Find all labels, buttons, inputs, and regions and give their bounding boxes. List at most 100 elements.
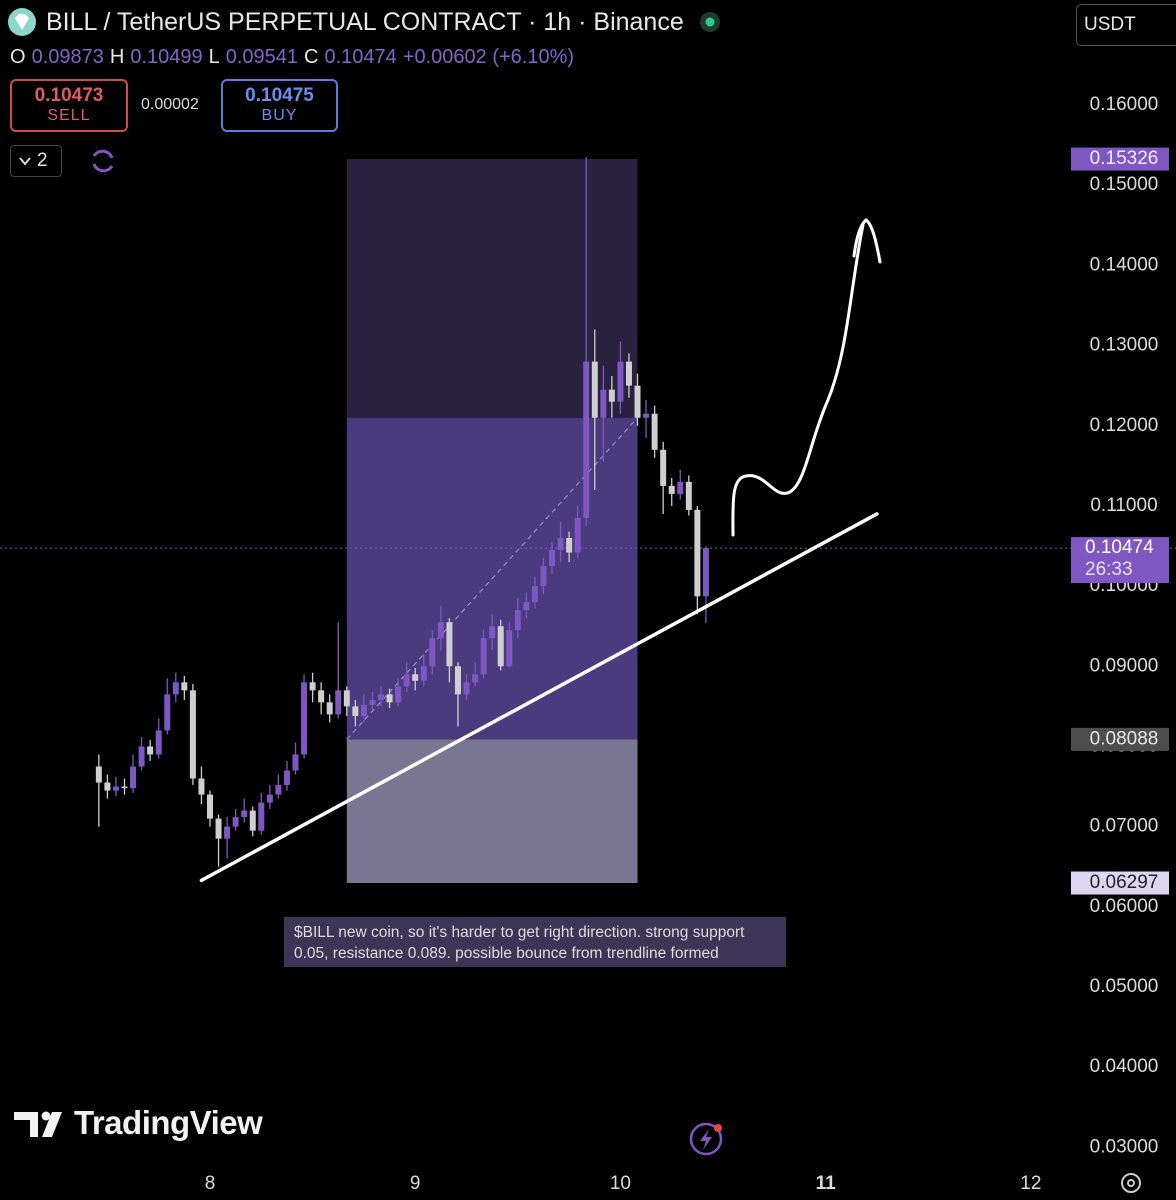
candle-body — [241, 810, 248, 818]
candle-body — [258, 802, 265, 831]
candle-body — [369, 699, 376, 705]
candle-body — [677, 481, 684, 494]
sell-label: SELL — [47, 107, 91, 124]
candle-body — [480, 638, 487, 675]
candle-body — [378, 694, 385, 700]
candle-body — [283, 770, 290, 785]
candle-body — [352, 706, 359, 716]
candle-body — [454, 666, 461, 695]
candle-body — [215, 818, 222, 839]
candle-body — [121, 786, 128, 789]
settings-button[interactable] — [1121, 1173, 1141, 1193]
sell-button[interactable]: 0.10473 SELL — [10, 79, 128, 132]
logo-mark-slash — [42, 1112, 62, 1137]
indicators-count: 2 — [37, 150, 48, 171]
candle-body — [138, 746, 145, 767]
candle-body — [634, 385, 641, 418]
candle-body — [318, 690, 325, 703]
candle-body — [164, 694, 171, 731]
annotation: $BILL new coin, so it's harder to get ri… — [284, 917, 786, 967]
trendline — [199, 512, 879, 883]
candle-body — [600, 389, 607, 418]
candle-body — [429, 638, 436, 667]
status-dot — [705, 17, 715, 27]
buy-button[interactable]: 0.10475 BUY — [221, 79, 338, 132]
countdown: 26:33 — [1085, 559, 1133, 580]
candle-body — [643, 413, 650, 418]
ohlc-label: C — [304, 46, 319, 68]
candle-body — [574, 517, 581, 553]
candle-body — [437, 622, 444, 639]
annotation-line: $BILL new coin, so it's harder to get ri… — [294, 924, 745, 941]
candle-body — [309, 682, 316, 691]
candle-body — [292, 754, 299, 771]
range-bottom-label: 0.06297 — [1090, 872, 1159, 893]
range-top-label-bg — [1071, 147, 1169, 171]
candle-body — [523, 602, 530, 611]
sync-icon[interactable] — [92, 149, 114, 173]
candle-body — [386, 694, 393, 703]
candle-body — [557, 538, 564, 551]
candle-body — [181, 682, 188, 691]
candle-body — [651, 413, 658, 450]
candle-body — [694, 509, 701, 597]
currency-selector[interactable]: USDT — [1076, 4, 1176, 46]
notification-dot — [714, 1124, 722, 1132]
y-tick-label: 0.11000 — [1090, 495, 1157, 516]
current-price-bg — [1071, 537, 1169, 584]
current-price-label: 0.10474 — [1085, 537, 1154, 558]
candle-body — [617, 361, 624, 402]
candle-body — [335, 690, 342, 715]
candle-body — [403, 674, 410, 687]
candle-body — [702, 548, 709, 597]
plot-area — [0, 157, 1176, 884]
y-tick-label: 0.13000 — [1090, 335, 1159, 356]
watermark: TradingView — [74, 1104, 263, 1141]
logo-mark — [14, 1112, 38, 1137]
buy-price: 0.10475 — [245, 85, 314, 106]
candle-body — [360, 704, 367, 716]
y-tick-label: 0.07000 — [1090, 816, 1159, 837]
candle-body — [395, 686, 402, 703]
settings-icon-center — [1127, 1179, 1135, 1187]
indicators-toggle[interactable]: 2 — [10, 145, 62, 177]
candle-body — [489, 626, 496, 639]
ohlc-value: 0.09541 — [225, 46, 299, 68]
candle-body — [531, 586, 538, 603]
candle-body — [608, 389, 615, 402]
x-tick-label: 9 — [410, 1173, 421, 1194]
ohlc-value: 0.10499 — [130, 46, 203, 68]
candle-body — [301, 682, 308, 755]
candle-body — [420, 666, 427, 681]
logo-mark-dot — [41, 1111, 51, 1121]
ohlc-label: O — [10, 46, 26, 68]
range-top-label: 0.15326 — [1090, 148, 1159, 169]
y-tick-label: 0.12000 — [1090, 415, 1159, 436]
candle-body — [104, 782, 111, 791]
change-value: +0.00602 (+6.10%) — [402, 46, 575, 68]
collapse-icon[interactable] — [19, 157, 31, 166]
candle-body — [326, 702, 333, 715]
candle-body — [189, 690, 196, 779]
candle-body — [112, 786, 119, 791]
lightning-icon — [700, 1129, 712, 1150]
candle-body — [130, 766, 137, 789]
candle-body — [549, 550, 556, 567]
sell-price: 0.10473 — [34, 85, 104, 106]
spread: 0.00002 — [141, 96, 199, 113]
candle-body — [275, 784, 282, 795]
y-tick-label: 0.16000 — [1090, 94, 1159, 115]
candle-body — [660, 449, 667, 486]
ohlc-label: L — [208, 46, 220, 68]
x-tick-label: 8 — [205, 1173, 216, 1194]
candle-body — [685, 481, 692, 510]
candle-body — [514, 610, 521, 631]
candle-body — [95, 766, 102, 783]
candle-body — [224, 826, 231, 839]
ohlc-value: 0.10474 — [324, 46, 397, 68]
x-tick-label: 12 — [1020, 1173, 1041, 1194]
candle-body — [147, 746, 154, 755]
lightning-button[interactable] — [689, 1122, 723, 1156]
candle-body — [198, 778, 205, 795]
